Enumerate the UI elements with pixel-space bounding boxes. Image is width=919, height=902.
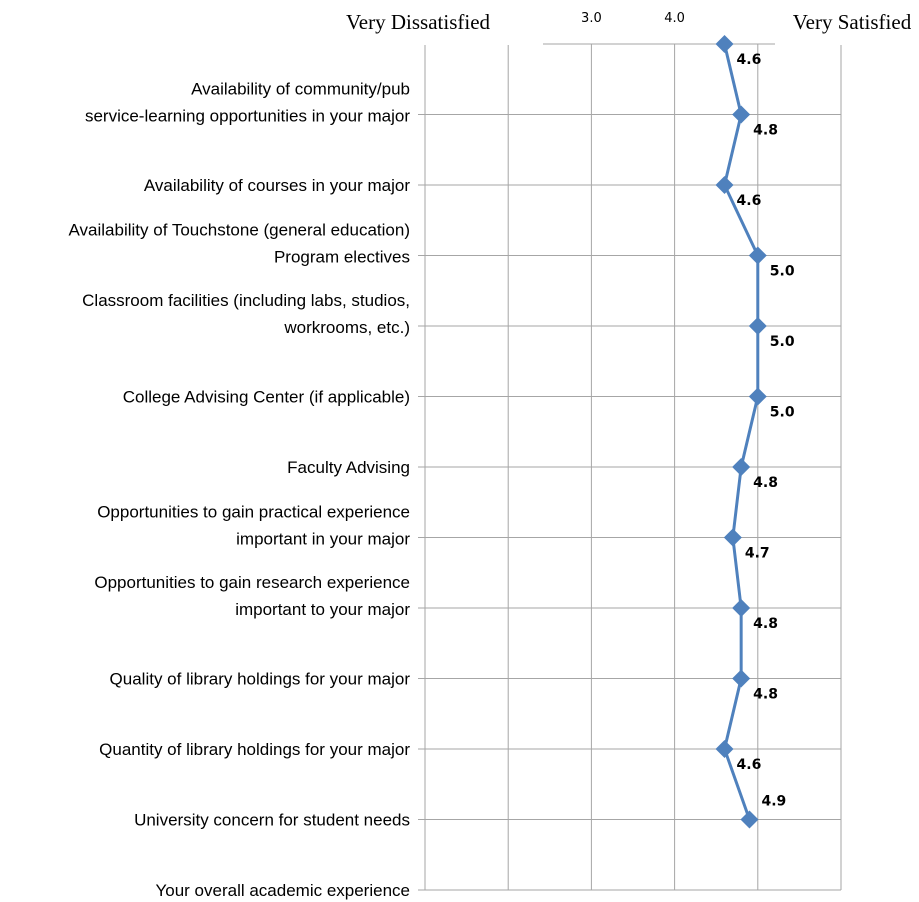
series-line (723, 43, 760, 821)
data-label: 4.8 (753, 475, 778, 491)
category-label: Your overall academic experience (155, 881, 410, 900)
category-label: important to your major (235, 600, 410, 619)
data-point-marker (732, 458, 751, 476)
data-label: 5.0 (770, 334, 795, 350)
data-point-marker (732, 105, 751, 124)
category-label: Opportunities to gain research experienc… (94, 573, 410, 592)
data-point-marker (748, 387, 767, 406)
category-label: Program electives (274, 248, 410, 267)
category-label: Availability of community/pub (191, 80, 410, 99)
category-label: Opportunities to gain practical experien… (97, 503, 410, 522)
category-label: College Advising Center (if applicable) (123, 388, 410, 407)
data-point-marker (740, 810, 759, 829)
category-label: Quality of library holdings for your maj… (110, 670, 411, 689)
category-label: Availability of Touchstone (general educ… (69, 221, 410, 240)
data-point-marker (732, 669, 751, 688)
category-label: Classroom facilities (including labs, st… (82, 291, 410, 310)
data-label: 4.8 (753, 123, 778, 139)
data-point-marker (732, 599, 751, 617)
data-point-marker (715, 176, 734, 194)
data-label: 4.6 (737, 52, 762, 68)
category-label: University concern for student needs (134, 811, 410, 830)
data-label: 4.6 (737, 757, 762, 773)
category-label: workrooms, etc.) (283, 318, 410, 337)
data-point-marker (715, 740, 734, 758)
data-label: 4.7 (745, 546, 770, 562)
category-label: Availability of courses in your major (144, 176, 410, 195)
very-satisfied-label: Very Satisfied (793, 10, 912, 34)
data-label: 4.6 (737, 193, 762, 209)
data-label: 4.9 (761, 794, 786, 810)
data-label: 5.0 (770, 405, 795, 421)
axis-tick-labels: 3.0 4.0 (581, 11, 685, 26)
data-point-marker (748, 246, 767, 265)
tick-label: 4.0 (664, 11, 685, 26)
data-point-marker (748, 317, 767, 335)
data-label: 5.0 (770, 264, 795, 280)
grid-lines (418, 43, 842, 891)
category-labels: Availability of community/pub service-lea… (69, 80, 411, 901)
series-group: 4.6 4.8 4.6 5.0 5.0 5.0 4.8 4.7 4.8 4.8 4.6 4.9 (715, 35, 795, 829)
category-label: Faculty Advising (287, 458, 410, 477)
tick-label: 3.0 (581, 11, 602, 26)
data-label: 4.8 (753, 616, 778, 632)
data-point-marker (715, 35, 734, 53)
header-mask-right (775, 0, 919, 45)
category-label: Quantity of library holdings for your ma… (99, 740, 410, 759)
data-label: 4.8 (753, 687, 778, 703)
category-label: service-learning opportunities in your m… (85, 107, 410, 126)
data-point-marker (723, 528, 742, 547)
header-mask-left (418, 0, 542, 45)
very-dissatisfied-label: Very Dissatisfied (346, 10, 491, 34)
category-label: important in your major (236, 530, 410, 549)
